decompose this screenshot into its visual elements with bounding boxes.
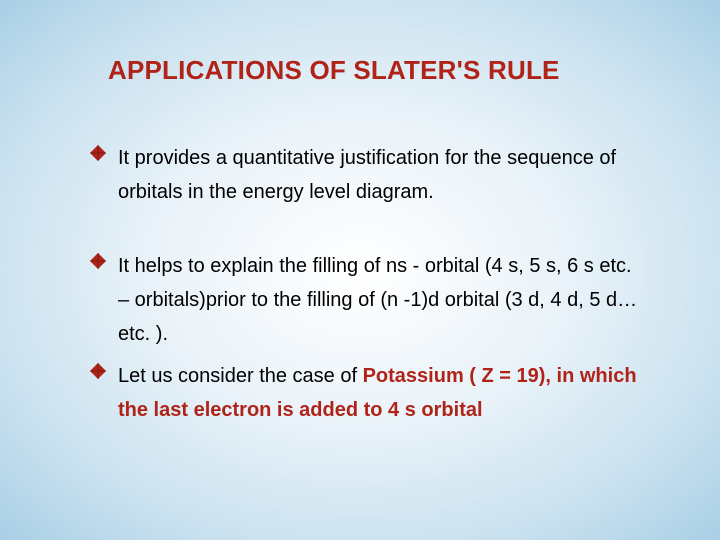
bullet-lead: Let us consider the case of: [118, 365, 363, 387]
diamond-bullet-icon: [90, 253, 106, 269]
slide-title: APPLICATIONS OF SLATER'S RULE: [108, 55, 640, 86]
bullet-text: Let us consider the case of Potassium ( …: [118, 359, 640, 427]
bullet-item: It helps to explain the filling of ns - …: [90, 249, 640, 351]
bullet-item: Let us consider the case of Potassium ( …: [90, 359, 640, 427]
slide-container: APPLICATIONS OF SLATER'S RULE It provide…: [0, 0, 720, 540]
bullet-text: It provides a quantitative justification…: [118, 141, 640, 209]
bullet-item: It provides a quantitative justification…: [90, 141, 640, 209]
bullet-text: It helps to explain the filling of ns - …: [118, 249, 640, 351]
diamond-bullet-icon: [90, 363, 106, 379]
diamond-bullet-icon: [90, 145, 106, 161]
